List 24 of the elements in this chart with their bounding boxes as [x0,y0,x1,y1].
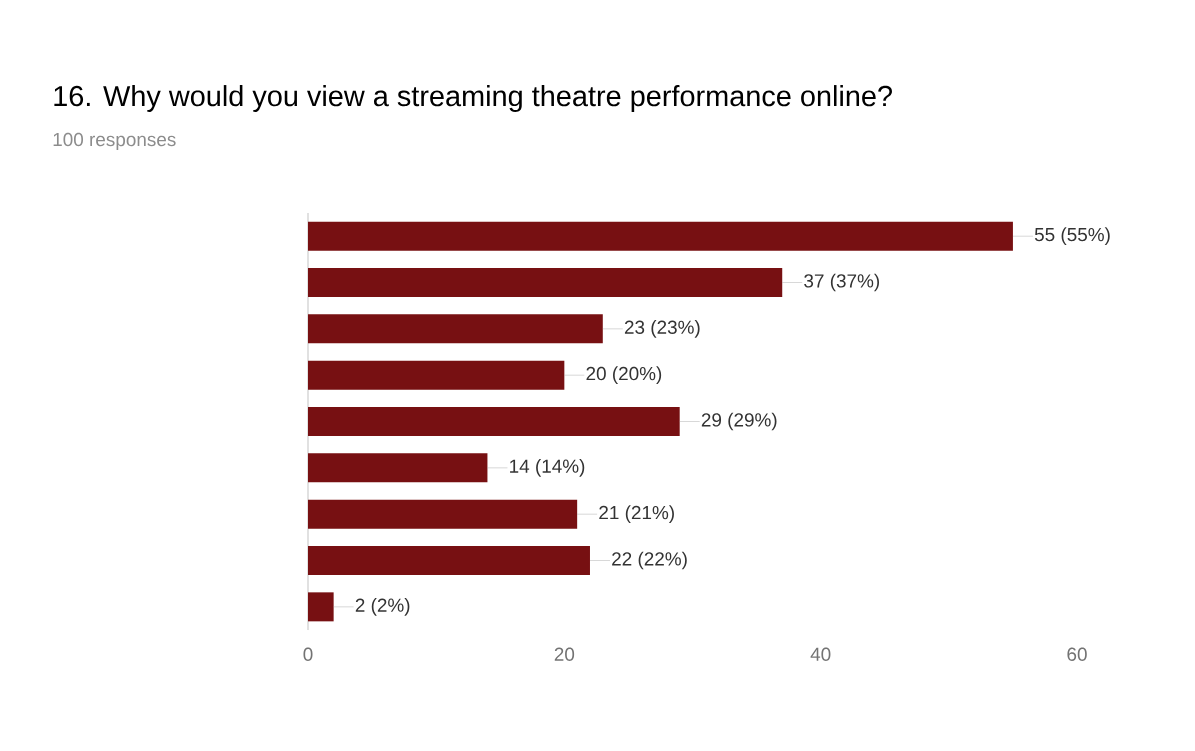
text: 100 responses [53,132,176,150]
data-label: 20 (20%) [586,366,662,385]
bar [308,546,590,576]
x-tick-label: 40 [810,647,831,661]
bar [308,407,680,437]
x-tick-label: 60 [1067,647,1087,661]
bar [308,360,565,390]
x-tick-label: 20 [554,647,575,661]
bar [308,314,603,344]
data-label: 14 (14%) [510,459,585,477]
data-label: 37 (37%) [804,273,880,292]
data-label: 22 (22%) [612,551,687,570]
bar [308,499,578,529]
data-label: 55 (55%) [1034,227,1110,246]
bar [308,592,334,622]
data-label: 23 (23%) [624,320,700,338]
data-label: 21 (21%) [599,505,674,523]
data-label: 2 (2%) [355,598,410,616]
chart-title: 16. Why would you view a streaming theatre performance online? [54,85,892,112]
bar [308,221,1013,251]
bar [308,268,783,298]
x-tick-label: 0 [303,647,313,661]
bar [308,453,488,483]
data-label: 29 (29%) [701,412,777,431]
